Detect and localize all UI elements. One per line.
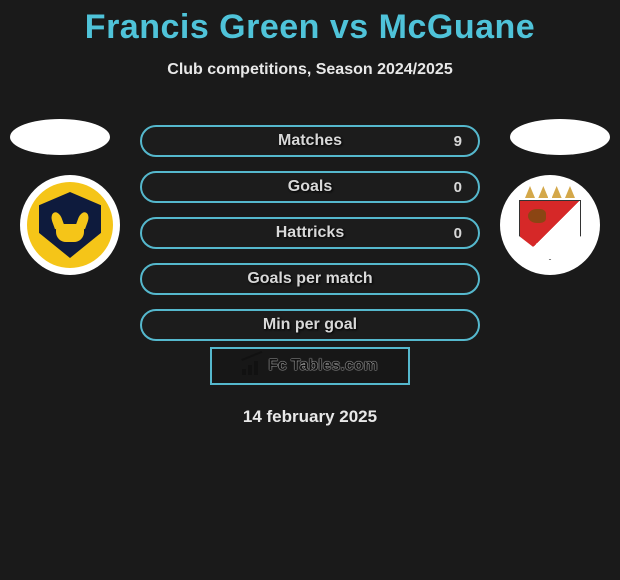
stat-row-matches: Matches 9 <box>140 125 480 157</box>
stat-label: Min per goal <box>263 316 357 334</box>
stat-row-hattricks: Hattricks 0 <box>140 217 480 249</box>
page-title: Francis Green vs McGuane <box>0 0 620 47</box>
player-photo-left-placeholder <box>10 119 110 155</box>
date-text: 14 february 2025 <box>0 407 620 427</box>
stat-row-goals: Goals 0 <box>140 171 480 203</box>
stat-value: 0 <box>454 225 462 242</box>
stat-label: Goals per match <box>247 270 372 288</box>
stats-area: Matches 9 Goals 0 Hattricks 0 Goals per … <box>0 111 620 341</box>
stat-value: 9 <box>454 133 462 150</box>
bristol-city-icon <box>515 186 585 264</box>
brand-text-part1: Fc <box>268 357 287 375</box>
stat-value: 0 <box>454 179 462 196</box>
club-badge-right <box>500 175 600 275</box>
club-badge-left <box>20 175 120 275</box>
brand-text-part2: Tables.com <box>291 357 378 375</box>
stat-row-min-per-goal: Min per goal <box>140 309 480 341</box>
stat-label: Hattricks <box>276 224 344 242</box>
player-photo-right-placeholder <box>510 119 610 155</box>
stat-rows: Matches 9 Goals 0 Hattricks 0 Goals per … <box>140 125 480 355</box>
stat-label: Matches <box>278 132 342 150</box>
stat-label: Goals <box>288 178 332 196</box>
stat-row-goals-per-match: Goals per match <box>140 263 480 295</box>
oxford-united-icon <box>27 182 113 268</box>
bar-chart-icon <box>242 357 264 375</box>
subtitle: Club competitions, Season 2024/2025 <box>0 61 620 79</box>
